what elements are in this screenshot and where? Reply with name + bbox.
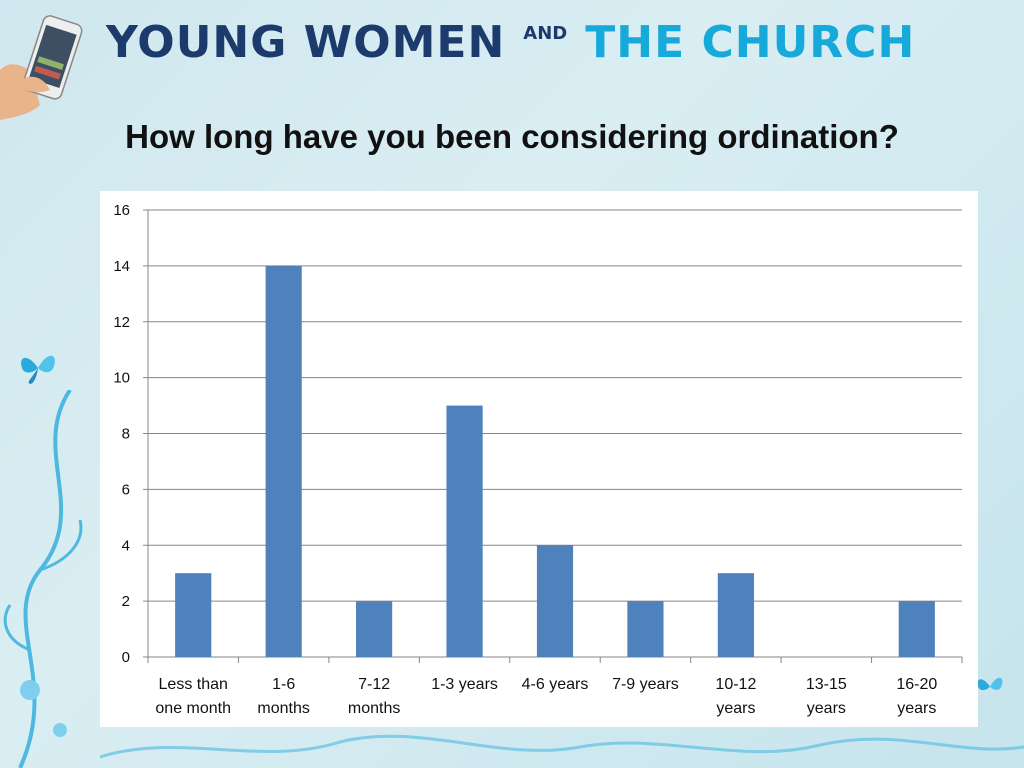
x-tick-label: months bbox=[348, 700, 400, 717]
y-tick-label: 8 bbox=[122, 426, 130, 443]
x-tick-label: Less than bbox=[159, 676, 228, 693]
butterfly-icon bbox=[21, 355, 55, 384]
floral-decoration bbox=[100, 734, 1024, 759]
butterfly-icon bbox=[977, 677, 1003, 691]
bar bbox=[627, 601, 664, 657]
x-tick-label: 16-20 bbox=[896, 676, 937, 693]
y-tick-label: 4 bbox=[122, 537, 130, 554]
x-tick-label: 1-6 bbox=[272, 676, 295, 693]
brand-logo-part1: YOUNG WOMEN bbox=[106, 16, 506, 68]
y-tick-label: 14 bbox=[113, 258, 130, 275]
brand-logo-part2: THE CHURCH bbox=[585, 16, 916, 68]
y-tick-label: 10 bbox=[113, 370, 130, 387]
bar bbox=[175, 573, 212, 657]
y-tick-label: 16 bbox=[113, 202, 130, 219]
bar bbox=[717, 573, 754, 657]
x-tick-label: years bbox=[807, 700, 846, 717]
y-tick-label: 6 bbox=[122, 481, 130, 498]
chart-title: How long have you been considering ordin… bbox=[125, 118, 899, 155]
x-tick-label: 7-12 bbox=[358, 676, 390, 693]
x-tick-label: 4-6 years bbox=[522, 676, 589, 693]
y-tick-label: 0 bbox=[122, 649, 130, 666]
y-tick-label: 2 bbox=[122, 593, 130, 610]
x-tick-label: years bbox=[716, 700, 755, 717]
x-tick-label: one month bbox=[155, 700, 231, 717]
brand-logo-and: AND bbox=[523, 22, 568, 44]
x-tick-label: months bbox=[257, 700, 309, 717]
x-tick-label: 1-3 years bbox=[431, 676, 498, 693]
phone-in-hand-illustration bbox=[0, 15, 83, 120]
floral-decoration bbox=[3, 390, 83, 768]
bar bbox=[536, 545, 574, 657]
chart-area: 0 2 4 6 8 10 12 14 16 Less than one month 1-6 months… bbox=[100, 191, 978, 727]
y-tick-label: 12 bbox=[113, 314, 130, 331]
x-tick-label: years bbox=[897, 700, 936, 717]
x-tick-label: 10-12 bbox=[715, 676, 756, 693]
bar bbox=[356, 601, 393, 657]
bar bbox=[265, 265, 302, 657]
brand-logo: YOUNG WOMEN AND THE CHURCH bbox=[106, 12, 915, 72]
bar bbox=[898, 601, 935, 657]
bar-chart: 0 2 4 6 8 10 12 14 16 Less than one month 1-6 months… bbox=[113, 202, 963, 717]
bar bbox=[446, 405, 483, 657]
x-tick-label: 7-9 years bbox=[612, 676, 679, 693]
x-tick-label: 13-15 bbox=[806, 676, 847, 693]
